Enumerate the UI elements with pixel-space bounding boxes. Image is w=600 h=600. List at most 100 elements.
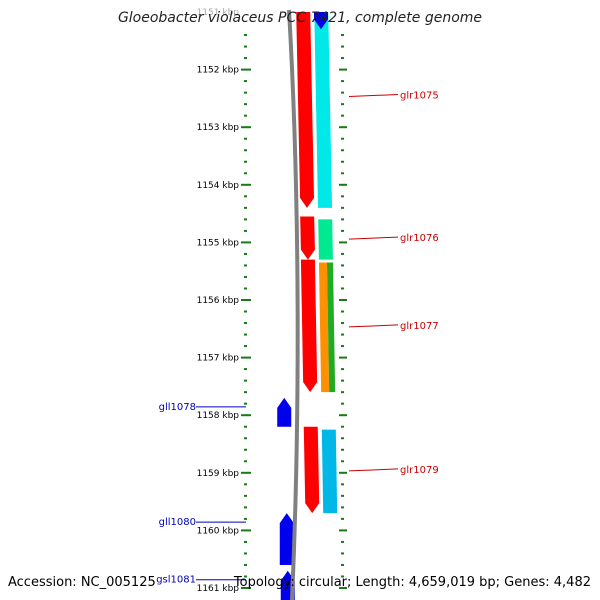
ruler-tick xyxy=(341,460,344,463)
ruler-tick xyxy=(341,345,344,348)
ruler-tick xyxy=(241,414,251,417)
ruler-label: 1155 kbp xyxy=(197,238,240,248)
ruler-tick xyxy=(244,402,247,405)
feature-track xyxy=(314,12,338,514)
gene-label: gll1080 xyxy=(159,517,196,528)
ruler-tick xyxy=(341,506,344,509)
ruler-label: 1153 kbp xyxy=(197,123,240,133)
ruler-tick xyxy=(241,126,251,129)
gene-arrow xyxy=(279,513,294,565)
ruler-tick xyxy=(244,45,247,48)
gene-label-leader xyxy=(348,468,399,472)
gene-label-leader xyxy=(348,324,399,328)
ruler-tick xyxy=(244,368,247,371)
ruler-tick xyxy=(244,287,247,290)
ruler-label: 1151 kbp xyxy=(197,8,240,18)
ruler-tick xyxy=(341,333,344,336)
ruler-tick xyxy=(241,529,251,532)
ruler-tick xyxy=(244,275,247,278)
ruler-tick xyxy=(241,471,251,474)
ruler-tick xyxy=(341,195,344,198)
ruler-tick xyxy=(244,494,247,497)
ruler-tick xyxy=(339,299,347,301)
ruler-tick xyxy=(341,114,344,117)
ruler-tick xyxy=(341,575,344,578)
ruler-tick xyxy=(339,356,347,359)
ruler-tick xyxy=(341,448,344,451)
gene-arrow xyxy=(296,12,315,208)
map-title: Gloeobacter violaceus PCC 7421, complete… xyxy=(117,10,483,26)
ruler-tick xyxy=(244,391,247,394)
ruler-tick xyxy=(341,402,344,405)
ruler-tick xyxy=(341,103,344,106)
gene-arrow xyxy=(300,259,318,393)
ruler-tick xyxy=(341,310,344,313)
ruler-tick xyxy=(244,206,247,209)
gene-label: gsl1081 xyxy=(156,575,196,586)
ruler-tick xyxy=(244,448,247,451)
ruler-tick xyxy=(341,517,344,520)
ruler-tick xyxy=(341,379,344,382)
gene-label-leader xyxy=(348,94,399,98)
ruler-tick xyxy=(339,529,347,532)
gene-label-leader xyxy=(348,236,399,240)
ruler-tick xyxy=(244,264,247,267)
ruler-tick xyxy=(244,563,247,566)
feature-bar xyxy=(318,262,330,393)
gene-label: glr1076 xyxy=(400,233,439,244)
ruler-tick xyxy=(244,229,247,232)
ruler-tick xyxy=(341,287,344,290)
ruler-tick xyxy=(341,552,344,555)
ruler-tick xyxy=(341,149,344,152)
ruler-tick xyxy=(341,563,344,566)
ruler-tick xyxy=(341,483,344,486)
ruler-ticks-right xyxy=(339,34,347,589)
ruler-tick xyxy=(341,252,344,255)
ruler-tick xyxy=(341,540,344,543)
ruler-tick xyxy=(244,80,247,83)
gene-arrow xyxy=(314,12,328,30)
ruler-tick xyxy=(339,414,347,417)
gene-label: gll1078 xyxy=(159,402,196,413)
ruler-tick xyxy=(341,494,344,497)
feature-bar xyxy=(318,219,333,260)
feature-bar xyxy=(321,429,338,514)
ruler-tick xyxy=(244,160,247,163)
ruler-tick xyxy=(244,114,247,117)
ruler-tick xyxy=(341,57,344,60)
ruler-tick xyxy=(244,172,247,175)
ruler-tick xyxy=(244,540,247,543)
feature-bar xyxy=(326,262,336,393)
feature-bar xyxy=(314,12,333,208)
ruler-tick xyxy=(244,345,247,348)
ruler-tick xyxy=(244,137,247,140)
ruler-tick xyxy=(244,437,247,440)
ruler-label: 1161 kbp xyxy=(197,584,240,594)
ruler-label: 1154 kbp xyxy=(197,181,240,191)
ruler-tick xyxy=(341,218,344,221)
ruler-tick xyxy=(244,310,247,313)
ruler-tick xyxy=(241,299,251,301)
genome-summary-text: Topology: circular; Length: 4,659,019 bp… xyxy=(233,575,591,590)
ruler-tick xyxy=(244,218,247,221)
ruler-tick xyxy=(341,229,344,232)
ruler-tick xyxy=(244,517,247,520)
ruler-tick xyxy=(244,333,247,336)
ruler-tick xyxy=(341,137,344,140)
ruler-tick xyxy=(244,506,247,509)
ruler-tick xyxy=(341,160,344,163)
gene-label: glr1075 xyxy=(400,91,439,102)
ruler-tick xyxy=(341,80,344,83)
ruler-tick xyxy=(341,34,344,37)
ruler-tick xyxy=(341,437,344,440)
ruler-tick xyxy=(244,149,247,152)
gene-labels: glr1075 glr1076 glr1077 gll1078 glr1079 gll10… xyxy=(156,91,438,586)
ruler-tick xyxy=(339,126,347,129)
ruler-tick xyxy=(244,195,247,198)
ruler-tick xyxy=(339,183,347,186)
ruler-tick xyxy=(244,34,247,37)
ruler-tick xyxy=(244,252,247,255)
ruler-tick xyxy=(341,322,344,325)
ruler-tick xyxy=(244,460,247,463)
ruler-tick xyxy=(341,391,344,394)
